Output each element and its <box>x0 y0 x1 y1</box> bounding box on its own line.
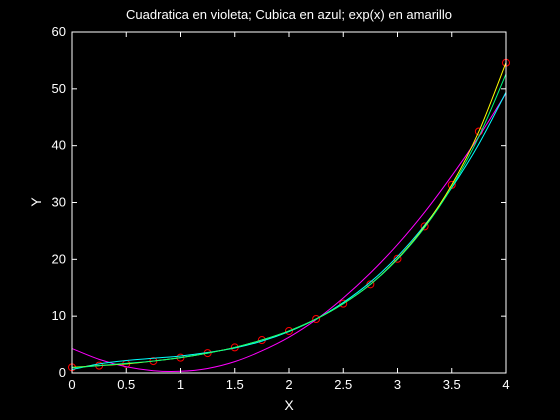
y-axis-label: Y <box>28 197 44 207</box>
x-tick-label: 2.5 <box>334 377 352 392</box>
y-tick-label: 40 <box>52 138 66 153</box>
x-tick-label: 2 <box>285 377 292 392</box>
y-tick-label: 60 <box>52 24 66 39</box>
y-axis-ticks: 0 10 20 30 40 50 60 <box>52 24 506 380</box>
y-tick-label: 30 <box>52 195 66 210</box>
data-point <box>339 299 348 308</box>
x-axis-ticks: 0 0.5 1 1.5 2 2.5 3 3.5 4 <box>68 32 510 392</box>
x-tick-label: 3 <box>394 377 401 392</box>
x-tick-label: 1 <box>177 377 184 392</box>
x-tick-label: 4 <box>502 377 509 392</box>
chart-title: Cuadratica en violeta; Cubica en azul; e… <box>126 7 452 22</box>
x-tick-label: 0 <box>68 377 75 392</box>
data-point <box>285 326 293 335</box>
y-tick-label: 20 <box>52 251 66 266</box>
data-point <box>393 254 402 263</box>
series-line-fit <box>71 73 507 369</box>
x-tick-label: 3.5 <box>443 377 461 392</box>
y-tick-label: 10 <box>52 308 66 323</box>
y-tick-label: 50 <box>52 81 66 96</box>
series-line-cuadratica <box>71 93 507 372</box>
x-tick-label: 0.5 <box>117 377 135 392</box>
data-point <box>312 315 321 324</box>
x-axis-label: X <box>284 397 294 413</box>
x-tick-label: 1.5 <box>226 377 244 392</box>
y-tick-label: 0 <box>59 365 66 380</box>
plot-area <box>68 58 510 372</box>
data-point <box>420 222 429 231</box>
